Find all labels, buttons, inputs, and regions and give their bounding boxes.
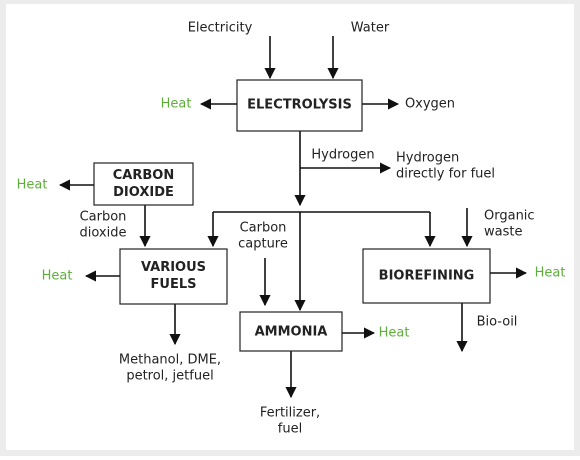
node-label: VARIOUS bbox=[141, 260, 206, 275]
flow-label: Heat bbox=[17, 178, 48, 193]
box bbox=[239, 311, 343, 352]
flow-label: Organic bbox=[484, 209, 535, 224]
node-label: ELECTROLYSIS bbox=[247, 98, 352, 113]
node-label: BIOREFINING bbox=[379, 269, 475, 284]
flow-label: Heat bbox=[535, 266, 566, 281]
flow-label: Heat bbox=[161, 97, 192, 112]
flow-label: Fertilizer, bbox=[260, 406, 320, 421]
box bbox=[119, 248, 228, 305]
flow-label: Carbon bbox=[80, 210, 127, 225]
arrows bbox=[58, 36, 528, 399]
box bbox=[236, 79, 363, 132]
box bbox=[362, 248, 491, 304]
flow-label: waste bbox=[484, 225, 522, 240]
flow-label: Hydrogen bbox=[396, 151, 459, 166]
flow-label: petrol, jetfuel bbox=[126, 369, 213, 384]
box bbox=[93, 162, 194, 206]
flow-label: Bio-oil bbox=[477, 315, 518, 330]
flow-label: Electricity bbox=[188, 21, 253, 36]
node-label: AMMONIA bbox=[255, 325, 328, 340]
flow-label: Hydrogen bbox=[311, 148, 374, 163]
flow-label: capture bbox=[238, 237, 288, 252]
flow-label: fuel bbox=[278, 422, 302, 437]
flow-label: Oxygen bbox=[405, 97, 455, 112]
node-label: DIOXIDE bbox=[113, 185, 174, 200]
flow-label: dioxide bbox=[80, 226, 127, 241]
flow-label: Methanol, DME, bbox=[119, 353, 221, 368]
canvas bbox=[6, 4, 574, 450]
node-label: CARBON bbox=[113, 168, 174, 183]
flow-label: Heat bbox=[379, 326, 410, 341]
flow-label: Carbon bbox=[240, 221, 287, 236]
flow-label: Heat bbox=[42, 269, 73, 284]
flow-label: directly for fuel bbox=[396, 167, 495, 182]
node-label: FUELS bbox=[151, 277, 197, 292]
flow-label: Water bbox=[351, 21, 390, 36]
